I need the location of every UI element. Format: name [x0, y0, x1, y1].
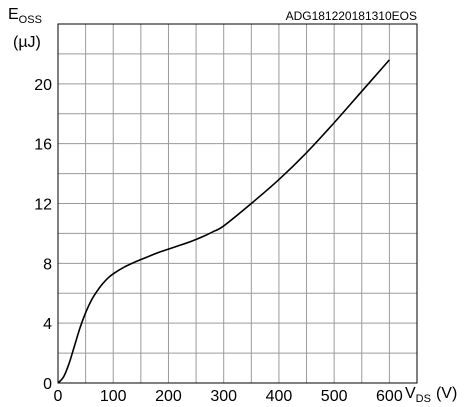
y-axis-title-main: E	[8, 6, 19, 23]
y-tick-label: 20	[34, 77, 52, 94]
x-tick-label: 200	[155, 388, 182, 405]
y-tick-label: 0	[43, 376, 52, 393]
plot-frame	[57, 23, 418, 384]
x-tick-label: 500	[321, 388, 348, 405]
x-tick-label: 0	[54, 388, 63, 405]
x-tick-label: 400	[266, 388, 293, 405]
y-axis-title-sub: OSS	[19, 14, 42, 26]
x-axis-title-unit: (V)	[436, 385, 457, 402]
x-tick-label: 100	[100, 388, 127, 405]
y-tick-label: 16	[34, 137, 52, 154]
grid-layer	[58, 24, 417, 383]
x-axis-title: VDS (V)	[405, 385, 457, 405]
y-tick-label: 8	[43, 256, 52, 273]
x-axis-title-sub: DS	[416, 393, 431, 405]
y-tick-label: 12	[34, 197, 52, 214]
chart-code-label: ADG181220181310EOS	[286, 9, 417, 23]
y-tick-label: 4	[43, 316, 52, 333]
y-axis-unit: (µJ)	[13, 34, 41, 51]
series-layer	[57, 59, 390, 384]
eoss-curve	[57, 59, 390, 384]
y-axis-title: EOSS	[8, 6, 42, 26]
x-axis-title-main: V	[405, 385, 416, 402]
tick-layer: 0 100 200 300 400 500 600 0 4 8 12 16 20	[34, 77, 403, 405]
x-tick-label: 600	[376, 388, 403, 405]
x-tick-label: 300	[210, 388, 237, 405]
